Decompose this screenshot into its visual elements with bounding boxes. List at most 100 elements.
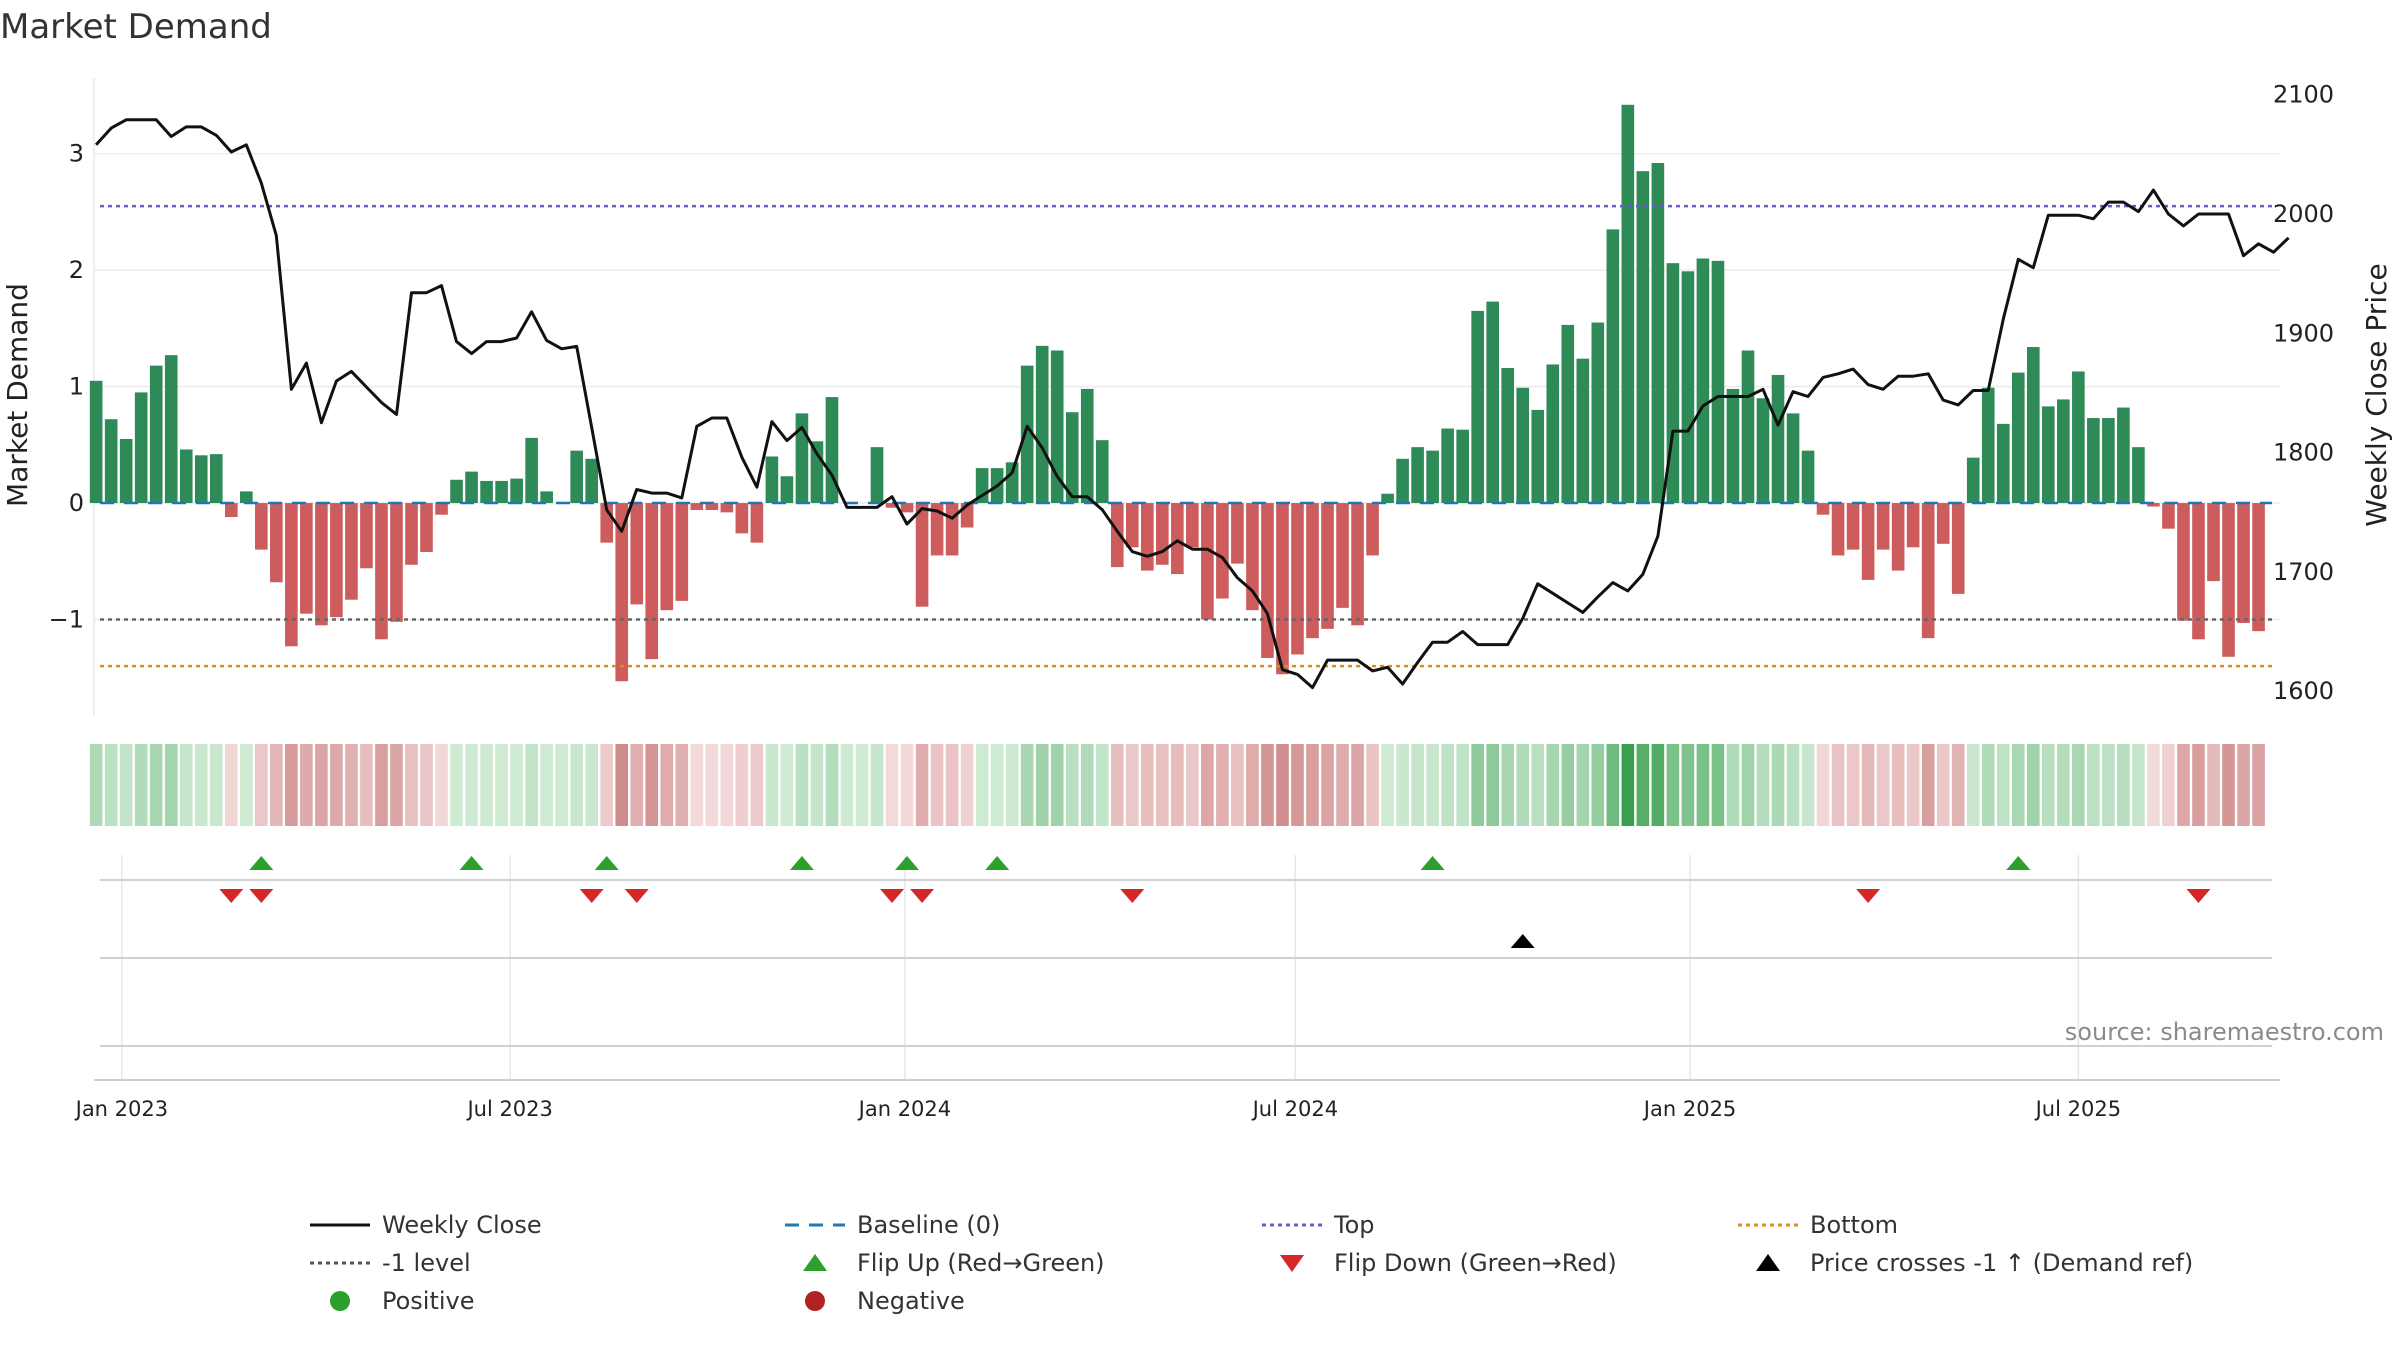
heat-cell: [555, 744, 568, 826]
demand-bar: [1801, 450, 1815, 504]
price-cross-marker: [1510, 934, 1535, 948]
heat-cell: [209, 744, 223, 826]
heat-cell: [1876, 744, 1890, 826]
legend-label: Positive: [382, 1287, 475, 1315]
legend-label: Price crosses -1 ↑ (Demand ref): [1810, 1249, 2193, 1277]
demand-bar: [1411, 447, 1424, 504]
demand-bar: [1891, 503, 1905, 571]
demand-bar: [345, 503, 358, 600]
heat-cell: [119, 744, 133, 826]
heat-cell: [750, 744, 764, 826]
heat-cell: [975, 744, 989, 826]
demand-bar: [2026, 347, 2040, 504]
demand-bar: [1696, 258, 1710, 504]
flip-down-marker: [579, 889, 604, 903]
heat-cell: [1351, 744, 1364, 826]
weekly-close-polyline: [94, 118, 2290, 690]
heat-cell: [810, 744, 824, 826]
demand-bar: [1020, 365, 1034, 504]
demand-bar: [104, 419, 118, 504]
heat-cell: [1396, 744, 1409, 826]
demand-bar: [750, 503, 764, 543]
demand-bar: [1110, 503, 1124, 568]
demand-bar: [2222, 503, 2235, 657]
demand-bar: [255, 503, 268, 550]
heat-cell: [795, 744, 809, 826]
demand-bars: [89, 104, 2265, 682]
heat-cell: [1441, 744, 1454, 826]
demand-bar: [285, 503, 298, 647]
y2-tick-label: 1800: [2273, 439, 2334, 467]
heat-cell: [1921, 744, 1935, 826]
heat-cell: [2237, 744, 2250, 826]
heat-cell: [1501, 744, 1515, 826]
demand-bar: [224, 503, 238, 518]
heat-cell: [1606, 744, 1620, 826]
legend-label: Baseline (0): [857, 1211, 1000, 1239]
flip-up-marker: [249, 856, 274, 870]
legend-label: Weekly Close: [382, 1211, 542, 1239]
heat-cell: [1696, 744, 1710, 826]
heat-cell: [104, 744, 118, 826]
demand-bar: [2132, 447, 2145, 504]
y-tick-label: 1: [69, 373, 84, 401]
heat-cell: [630, 744, 644, 826]
demand-bar: [810, 441, 824, 504]
demand-bar: [2042, 406, 2055, 504]
demand-bar: [270, 503, 283, 583]
legend-swatch: [330, 1291, 350, 1311]
demand-bar: [2057, 399, 2070, 504]
demand-bar: [1005, 462, 1019, 504]
flip-down-marker: [219, 889, 244, 903]
heat-cell: [870, 744, 884, 826]
x-tick-label: Jul 2025: [2034, 1097, 2121, 1121]
heat-cell: [2207, 744, 2220, 826]
heat-cell: [1816, 744, 1830, 826]
demand-bar: [465, 471, 478, 504]
x-tick-label: Jan 2023: [74, 1097, 169, 1121]
demand-bar: [2072, 371, 2085, 504]
heat-cell: [2117, 744, 2130, 826]
heat-cell: [285, 744, 298, 826]
heat-cell: [2147, 744, 2160, 826]
heat-cell: [1125, 744, 1139, 826]
heat-cell: [1050, 744, 1064, 826]
heat-cell: [1231, 744, 1244, 826]
flip-down-marker: [624, 889, 649, 903]
y2-tick-label: 1700: [2273, 558, 2334, 586]
demand-bar: [1951, 503, 1965, 594]
demand-bar: [209, 454, 223, 504]
demand-bar: [1606, 229, 1620, 504]
heat-cell: [1336, 744, 1349, 826]
demand-bar: [900, 503, 914, 513]
heat-cell: [240, 744, 253, 826]
heat-cell: [405, 744, 418, 826]
heat-cell: [255, 744, 268, 826]
demand-bar: [240, 491, 253, 504]
demand-bar: [525, 437, 538, 504]
heat-cell: [1156, 744, 1169, 826]
heat-cell: [1516, 744, 1530, 826]
demand-bar: [2192, 503, 2205, 640]
demand-bar: [540, 491, 553, 504]
heat-cell: [1095, 744, 1109, 826]
demand-bar: [119, 439, 133, 504]
heat-cell: [2177, 744, 2190, 826]
demand-bar: [1906, 503, 1920, 548]
demand-bar: [1306, 503, 1319, 639]
demand-bar: [870, 447, 884, 504]
heat-cell: [885, 744, 899, 826]
heat-cell: [1966, 744, 1980, 826]
heat-cell: [930, 744, 944, 826]
demand-bar: [930, 503, 944, 556]
heat-cell: [345, 744, 358, 826]
demand-bar: [1186, 503, 1199, 548]
heat-cell: [1951, 744, 1965, 826]
demand-bar: [1846, 503, 1860, 550]
y2-axis-ticks: 1600 1700 1800 1900 2000 2100: [2273, 81, 2334, 705]
heat-cell: [1321, 744, 1334, 826]
heat-cell: [1080, 744, 1094, 826]
demand-bar: [1291, 503, 1304, 655]
heat-cell: [765, 744, 779, 826]
